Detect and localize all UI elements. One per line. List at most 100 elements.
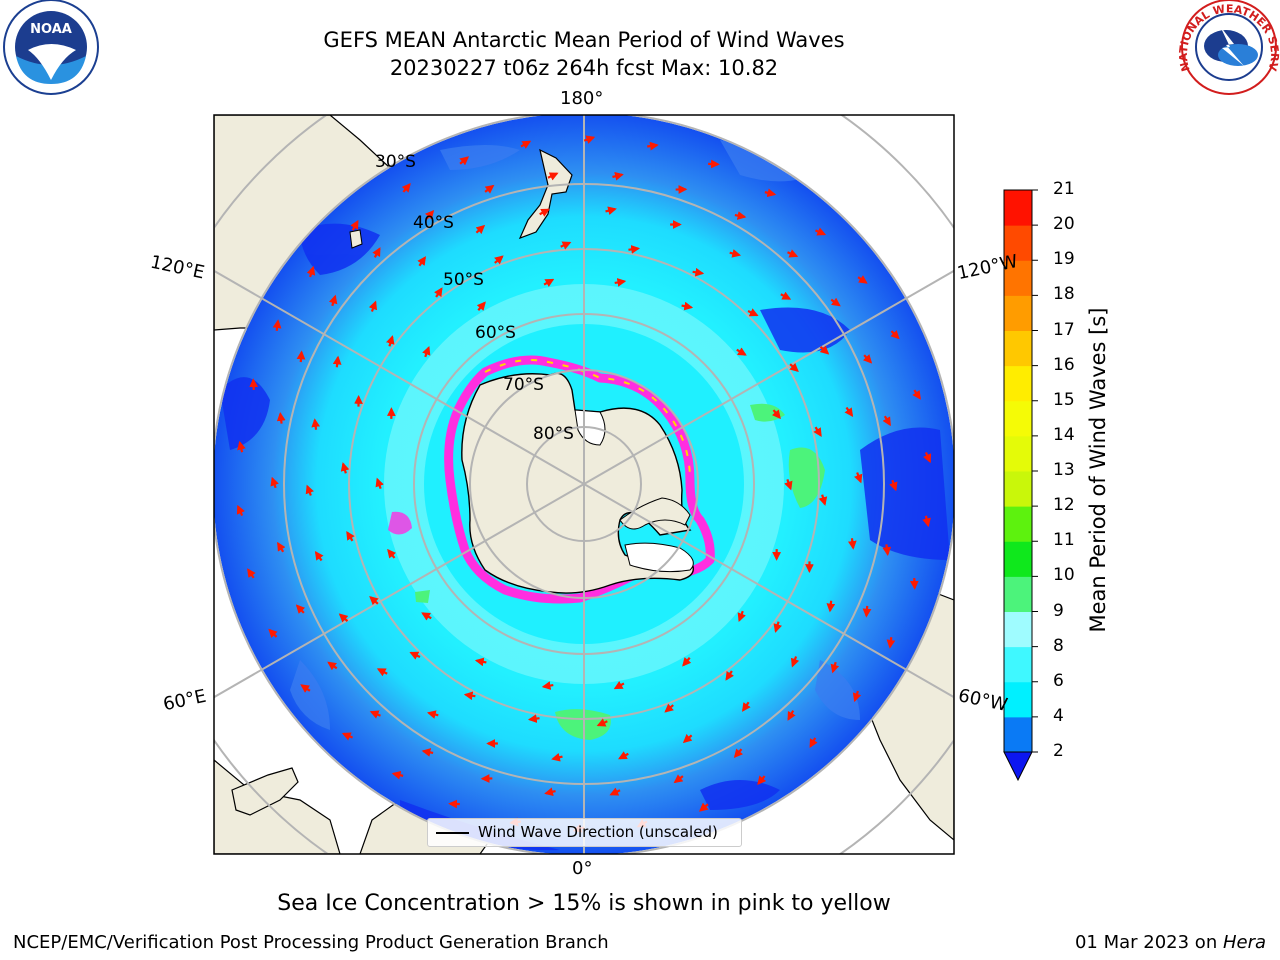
colorbar-bin (1004, 611, 1032, 648)
wind-wave-arrow (327, 661, 338, 671)
wind-wave-arrow (268, 628, 278, 639)
wind-wave-arrow (332, 355, 342, 368)
wind-wave-arrow (862, 354, 873, 364)
colorbar-tick-label: 2 (1053, 741, 1064, 761)
colorbar-bin (1004, 716, 1032, 753)
wind-wave-arrow (368, 300, 378, 312)
colorbar-tick-label: 8 (1053, 635, 1064, 656)
wind-wave-arrow (338, 613, 349, 623)
legend-line-sample (436, 832, 469, 834)
wind-wave-arrow (813, 426, 822, 438)
nws-logo-text: NATIONAL WEATHER SERVICE (0, 0, 1280, 73)
wind-wave-arrow (780, 291, 792, 300)
wind-wave-arrow (814, 227, 827, 236)
wind-wave-arrow (520, 140, 532, 149)
wind-wave-arrow (375, 477, 384, 490)
colorbar-bin (1004, 541, 1032, 577)
wind-wave-arrow (421, 612, 432, 621)
wind-wave-arrow (830, 661, 840, 674)
wind-wave-arrows (236, 135, 932, 833)
colorbar-tick-label: 21 (1053, 179, 1075, 199)
lat-label-40s: 40°S (413, 213, 454, 233)
wind-wave-arrow (692, 267, 705, 277)
colorbar-tick-label: 18 (1053, 284, 1075, 305)
colorbar-bin (1004, 681, 1032, 718)
wind-wave-arrow (426, 710, 439, 719)
wind-wave-arrow (628, 245, 641, 254)
wind-wave-arrow (729, 249, 742, 258)
colorbar (1003, 189, 1038, 782)
wind-wave-arrow (886, 637, 896, 649)
lat-label-50s: 50°S (443, 270, 484, 290)
wind-wave-arrow (560, 241, 572, 250)
wind-wave-arrow (682, 657, 692, 667)
colorbar-tick-label: 16 (1053, 354, 1075, 375)
wind-wave-arrow (583, 135, 596, 144)
wind-wave-arrow (401, 182, 411, 193)
colorbar-bin (1004, 646, 1032, 683)
wind-wave-arrow (328, 294, 338, 307)
colorbar-tick-label: 9 (1053, 600, 1064, 621)
wind-wave-arrow (544, 787, 556, 797)
colorbar-bin (1004, 400, 1032, 437)
colorbar-tick-label: 13 (1053, 460, 1075, 480)
wind-wave-arrow (912, 389, 921, 400)
wind-wave-arrow (787, 710, 796, 721)
run-date: 01 Mar 2023 on Hera (1075, 932, 1266, 953)
noaa-logo-text: NOAA (30, 22, 72, 37)
wind-wave-arrow (618, 751, 629, 760)
wind-wave-arrow (819, 345, 830, 355)
wind-wave-arrow (459, 156, 470, 166)
wind-wave-arrow (862, 605, 872, 618)
wind-wave-arrow (311, 418, 321, 430)
wind-wave-arrow (409, 651, 421, 660)
wind-wave-arrow (673, 774, 684, 784)
wind-wave-arrow (614, 278, 627, 287)
lat-label-60s: 60°S (475, 323, 516, 343)
wind-wave-arrow (236, 504, 245, 516)
wind-wave-arrow (494, 255, 504, 265)
wind-wave-arrow (421, 748, 434, 757)
wind-wave-arrow (923, 452, 932, 464)
wind-wave-arrow (773, 621, 782, 633)
wind-wave-arrow (609, 787, 621, 796)
wind-wave-arrow (764, 188, 777, 198)
wind-wave-arrow (306, 265, 316, 278)
wind-wave-arrow (341, 732, 354, 741)
wind-wave-arrow (882, 415, 891, 427)
wind-wave-arrow (725, 670, 734, 681)
wind-wave-arrow (809, 737, 818, 749)
wind-wave-arrow (612, 171, 624, 181)
colorbar-tick-label: 20 (1053, 214, 1075, 235)
wind-wave-arrow (818, 494, 828, 506)
colorbar-tick-label: 10 (1053, 565, 1075, 586)
wind-wave-arrow (854, 472, 863, 484)
wind-wave-arrow (346, 530, 355, 542)
wind-wave-arrow (369, 596, 379, 606)
wind-wave-arrow (295, 604, 306, 614)
colorbar-bin (1004, 471, 1032, 507)
wind-wave-arrow (277, 541, 286, 553)
sea-ice-note: Sea Ice Concentration > 15% is shown in … (277, 891, 891, 916)
colorbar-bin (1004, 506, 1032, 542)
wind-wave-arrow (547, 172, 559, 181)
colorbar-tick-label: 6 (1053, 670, 1064, 691)
wind-wave-arrow (539, 208, 550, 217)
wind-wave-arrow (305, 484, 314, 496)
wind-wave-arrow (613, 681, 625, 690)
lat-label-80s: 80°S (533, 424, 574, 444)
wind-wave-arrow (350, 219, 359, 231)
wind-wave-arrow (737, 610, 746, 623)
wind-wave-arrow (757, 775, 767, 786)
colorbar-tick-label: 11 (1053, 530, 1075, 551)
wind-wave-arrow (747, 308, 759, 317)
wind-wave-arrow (830, 297, 841, 307)
map-legend: Wind Wave Direction (unscaled) (427, 818, 742, 847)
wind-wave-arrow (463, 691, 476, 701)
colorbar-tick-label: 12 (1053, 495, 1075, 516)
wind-wave-arrow (296, 350, 306, 363)
wind-wave-arrow (434, 287, 443, 298)
lon-label-180: 180° (560, 88, 604, 109)
wind-wave-arrow (790, 656, 800, 668)
